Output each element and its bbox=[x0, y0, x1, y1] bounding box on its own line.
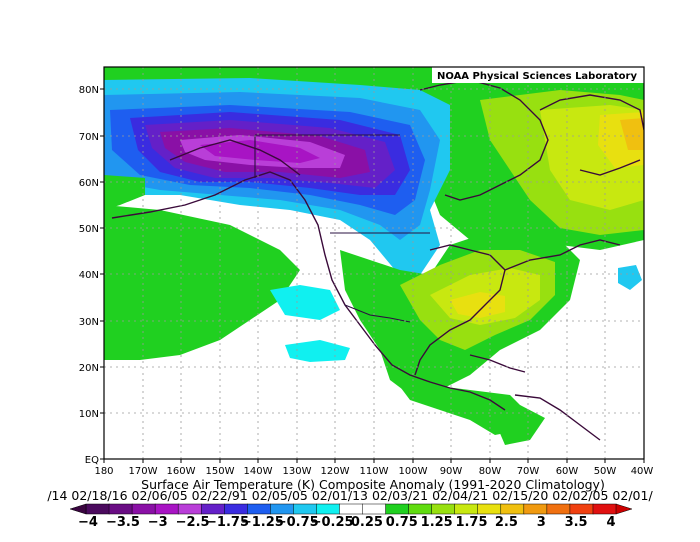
colorbar-swatch bbox=[477, 503, 502, 515]
colorbar-swatch bbox=[385, 503, 410, 515]
composite-dates: /14 02/18/16 02/06/05 02/22/91 02/05/05 … bbox=[47, 488, 653, 503]
x-tick-label: 140W bbox=[244, 466, 273, 477]
colorbar-swatch bbox=[546, 503, 571, 515]
colorbar-swatch bbox=[500, 503, 525, 515]
colorbar-swatch bbox=[270, 503, 294, 515]
y-tick-label: 20N bbox=[79, 363, 99, 374]
x-tick-label: 40W bbox=[631, 466, 654, 477]
x-tick-label: 70W bbox=[517, 466, 540, 477]
colorbar-label: −0.25 bbox=[311, 515, 354, 530]
colorbar-label: −1.25 bbox=[241, 515, 284, 530]
pacific-green-region bbox=[104, 175, 145, 210]
colorbar-label: −2.5 bbox=[176, 515, 210, 530]
colorbar-left-arrow bbox=[69, 503, 87, 515]
x-tick-label: 150W bbox=[206, 466, 235, 477]
credit-box bbox=[432, 67, 644, 83]
colorbar-swatch bbox=[224, 503, 248, 515]
y-tick-label: EQ bbox=[85, 455, 99, 466]
colorbar-right-arrow bbox=[615, 503, 633, 515]
x-tick-label: 180 bbox=[94, 466, 113, 477]
colorbar-label: 3.5 bbox=[565, 515, 588, 530]
colorbar-swatch bbox=[431, 503, 456, 515]
y-tick-label: 50N bbox=[79, 224, 99, 235]
colorbar-label: 1.25 bbox=[421, 515, 453, 530]
x-tick-label: 110W bbox=[360, 466, 389, 477]
y-tick-label: 30N bbox=[79, 317, 99, 328]
colorbar-label: 0.75 bbox=[386, 515, 418, 530]
colorbar-swatch bbox=[592, 503, 617, 515]
x-tick-label: 60W bbox=[556, 466, 579, 477]
x-tick-label: 50W bbox=[594, 466, 617, 477]
colorbar-swatch bbox=[85, 503, 110, 515]
x-tick-label: 170W bbox=[129, 466, 158, 477]
colorbar-label: 4 bbox=[606, 515, 615, 530]
y-axis-labels: EQ 10N 20N 30N 40N 50N 60N 70N 80N bbox=[79, 85, 99, 466]
colorbar-label: −4 bbox=[78, 515, 98, 530]
colorbar-label: 0.25 bbox=[351, 515, 383, 530]
colorbar-swatch bbox=[408, 503, 433, 515]
anomaly-field bbox=[104, 67, 644, 459]
x-tick-label: 80W bbox=[479, 466, 502, 477]
colorbar-label: 1.75 bbox=[455, 515, 487, 530]
colorbar-label: 2.5 bbox=[495, 515, 518, 530]
colorbar-swatch bbox=[108, 503, 133, 515]
colorbar-swatch bbox=[569, 503, 594, 515]
x-tick-label: 120W bbox=[321, 466, 350, 477]
colorbar-label: −0.75 bbox=[276, 515, 319, 530]
cold-darkcore-region bbox=[200, 140, 320, 163]
credit-label: NOAA Physical Sciences Laboratory bbox=[437, 71, 638, 82]
colorbar-swatch bbox=[200, 503, 225, 515]
y-tick-label: 10N bbox=[79, 409, 99, 420]
x-axis-labels: 180 170W 160W 150W 140W 130W 120W 110W 1… bbox=[94, 466, 653, 477]
colorbar-label: 3 bbox=[537, 515, 546, 530]
colorbar-swatch bbox=[131, 503, 156, 515]
y-tick-label: 80N bbox=[79, 85, 99, 96]
colorbar-swatch bbox=[316, 503, 341, 515]
y-tick-label: 40N bbox=[79, 270, 99, 281]
x-tick-label: 130W bbox=[283, 466, 312, 477]
colorbar-swatch bbox=[293, 503, 317, 515]
y-tick-label: 70N bbox=[79, 132, 99, 143]
x-tick-label: 90W bbox=[440, 466, 463, 477]
colorbar-swatch bbox=[454, 503, 479, 515]
figure-title: Surface Air Temperature (K) Composite An… bbox=[141, 477, 605, 492]
y-tick-label: 60N bbox=[79, 178, 99, 189]
colorbar-swatch bbox=[154, 503, 179, 515]
x-tick-label: 160W bbox=[167, 466, 196, 477]
south-america-green bbox=[490, 405, 545, 445]
colorbar-label: −3 bbox=[148, 515, 168, 530]
borders bbox=[254, 134, 430, 323]
colorbar-swatch bbox=[362, 503, 387, 515]
pacific-cyan-pocket-2 bbox=[285, 340, 350, 362]
greenland-orange-spot bbox=[620, 118, 644, 150]
pacific-cyan-pocket-1 bbox=[270, 285, 340, 320]
colorbar-swatch bbox=[523, 503, 548, 515]
colorbar-swatch bbox=[339, 503, 364, 515]
colorbar-label: −1.75 bbox=[206, 515, 249, 530]
tick-marks bbox=[100, 88, 645, 463]
colorbar-labels: −4 −3.5 −3 −2.5−1.75−1.25−0.75−0.250.25 0.75… bbox=[78, 515, 616, 530]
colorbar-swatch bbox=[177, 503, 202, 515]
atlantic-cyan-pocket bbox=[618, 265, 642, 290]
colorbar bbox=[69, 503, 633, 515]
colorbar-label: −3.5 bbox=[106, 515, 140, 530]
colorbar-swatch bbox=[247, 503, 271, 515]
x-tick-label: 100W bbox=[399, 466, 428, 477]
gridlines bbox=[104, 67, 644, 459]
